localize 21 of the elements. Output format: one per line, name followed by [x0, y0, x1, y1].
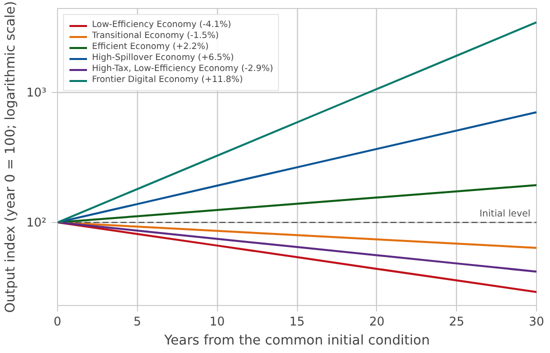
legend-label: Low-Efficiency Economy (-4.1%) — [92, 20, 232, 30]
legend-label: High-Spillover Economy (+6.5%) — [92, 53, 234, 63]
ref-line-label: Initial level — [480, 208, 531, 220]
x-tick-label: 25 — [449, 314, 464, 328]
legend-label: Frontier Digital Economy (+11.8%) — [92, 75, 243, 85]
legend-label: Transitional Economy (-1.5%) — [92, 31, 219, 41]
line-series — [58, 21, 536, 224]
x-tick-label: 30 — [528, 314, 544, 328]
x-tick-label: 5 — [134, 314, 142, 328]
x-tick-label: 20 — [369, 314, 384, 328]
line-series — [58, 221, 536, 294]
x-tick-label: 0 — [54, 314, 62, 328]
x-tick-label: 10 — [210, 314, 225, 328]
legend-label: High-Tax, Low-Efficiency Economy (-2.9%) — [92, 64, 274, 74]
x-axis-title: Years from the common initial condition — [163, 334, 430, 348]
x-tick-label: 15 — [289, 314, 305, 328]
line-series — [58, 221, 536, 273]
y-tick-label: 10² — [26, 215, 47, 230]
y-tick-label: 10³ — [26, 85, 47, 100]
y-axis-title: Output index (year 0 = 100; logarithmic scale) — [3, 1, 18, 313]
legend-label: Efficient Economy (+2.2%) — [92, 42, 209, 52]
